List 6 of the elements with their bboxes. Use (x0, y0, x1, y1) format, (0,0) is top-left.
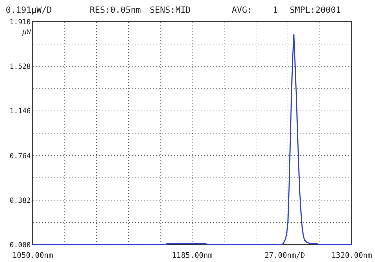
text: RES:0.05nm (90, 6, 142, 16)
line-series (32, 34, 353, 246)
text: SMPL:20001 (290, 6, 342, 16)
text: SENS:MID (150, 6, 191, 16)
text: 0.191µW/D (6, 6, 52, 16)
text: AVG: 1 (232, 6, 278, 16)
